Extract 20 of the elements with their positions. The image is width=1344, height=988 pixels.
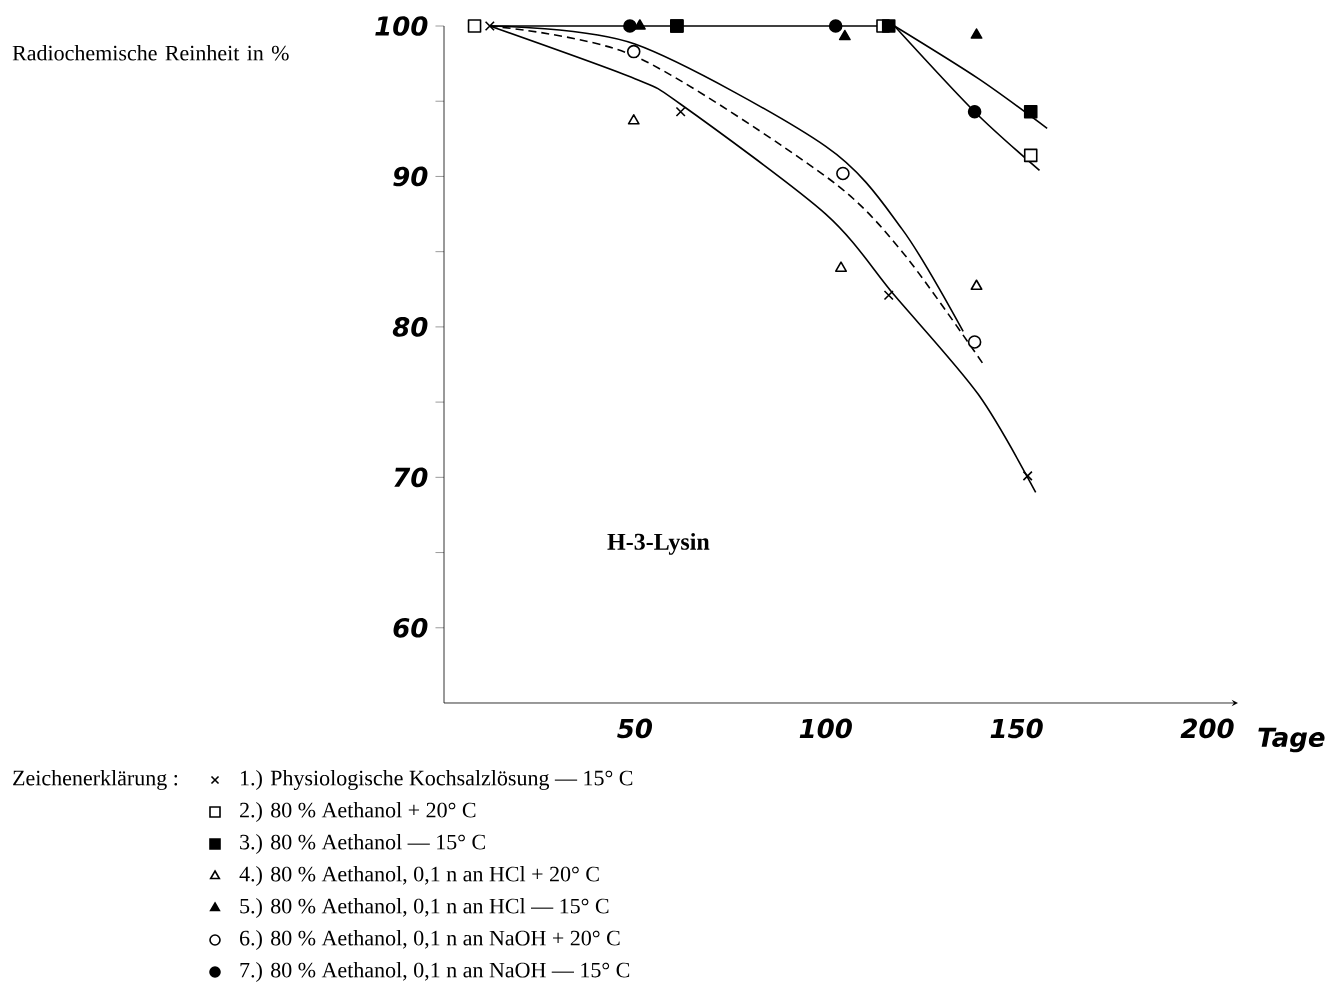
legend-label: 5.) 80 % Aethanol, 0,1 n an HCl — 15° C bbox=[240, 898, 609, 918]
legend-label: 4.) 80 % Aethanol, 0,1 n an HCl + 20° C bbox=[239, 866, 599, 886]
legend-title: Zeichenerklärung : bbox=[13, 770, 178, 790]
y-tick-label: 90 bbox=[393, 166, 428, 187]
x-axis-title: Tage bbox=[1258, 727, 1325, 753]
legend-label: 1.) Physiologische Kochsalzlösung — 15° C bbox=[241, 770, 633, 790]
annotation: H-3-Lysin bbox=[607, 532, 710, 555]
x-tick-label: 150 bbox=[990, 718, 1043, 739]
x-tick-label: 200 bbox=[1180, 718, 1234, 739]
legend-label: 7.) 80 % Aethanol, 0,1 n an NaOH — 15° C bbox=[240, 962, 630, 982]
y-tick-label: 70 bbox=[394, 467, 428, 488]
legend-label: 2.) 80 % Aethanol + 20° C bbox=[240, 802, 476, 822]
x-tick-label: 50 bbox=[617, 718, 653, 739]
y-tick-label: 80 bbox=[392, 317, 428, 337]
legend-label: 6.) 80 % Aethanol, 0,1 n an NaOH + 20° C bbox=[240, 930, 620, 950]
y-tick-label: 100 bbox=[375, 16, 428, 36]
y-tick-label: 60 bbox=[393, 617, 428, 638]
x-tick-label: 100 bbox=[799, 718, 852, 739]
y-axis-title: Radiochemische Reinheit in % bbox=[12, 45, 289, 61]
legend-label: 3.) 80 % Aethanol — 15° C bbox=[240, 834, 485, 854]
